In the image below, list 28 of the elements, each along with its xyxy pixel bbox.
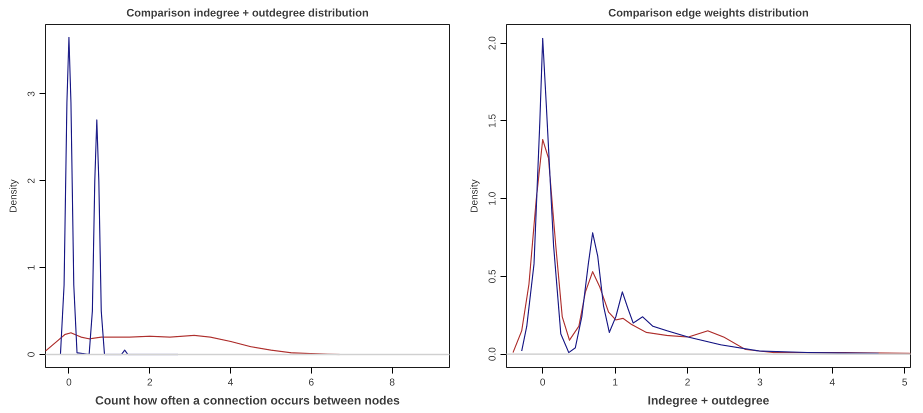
y-tick-label: 0.0 bbox=[488, 346, 498, 362]
y-tick-label: 0 bbox=[26, 351, 38, 358]
y-axis-title: Density bbox=[8, 179, 20, 213]
y-tick-label: 1.5 bbox=[488, 114, 498, 128]
x-axis-title: Count how often a connection occurs between nodes bbox=[95, 394, 400, 408]
y-tick-label: 3 bbox=[26, 90, 38, 97]
y-tick-label: 1 bbox=[26, 264, 38, 270]
chart-title: Comparison indegree + outdegree distribution bbox=[126, 8, 369, 20]
x-axis-title: Indegree + outdegree bbox=[648, 394, 770, 408]
x-tick-label: 1 bbox=[612, 378, 618, 388]
x-tick-label: 0 bbox=[540, 378, 546, 388]
x-tick-label: 2 bbox=[146, 378, 153, 388]
line-series bbox=[521, 38, 880, 354]
x-tick-label: 2 bbox=[684, 378, 691, 388]
y-tick-label: 1.0 bbox=[488, 191, 498, 206]
y-axis-title: Density bbox=[470, 179, 480, 213]
y-tick-label: 0.5 bbox=[488, 268, 498, 284]
x-tick-label: 0 bbox=[66, 378, 72, 388]
x-tick-label: 4 bbox=[830, 378, 836, 388]
line-series bbox=[512, 138, 910, 354]
y-tick-label: 2 bbox=[26, 178, 38, 184]
x-tick-label: 4 bbox=[228, 378, 234, 388]
x-tick-label: 6 bbox=[308, 378, 315, 388]
x-tick-label: 5 bbox=[902, 378, 908, 388]
x-tick-label: 3 bbox=[757, 378, 764, 388]
y-tick-label: 2.0 bbox=[488, 36, 498, 50]
x-tick-label: 8 bbox=[389, 378, 396, 388]
chart-title: Comparison edge weights distribution bbox=[608, 8, 810, 20]
